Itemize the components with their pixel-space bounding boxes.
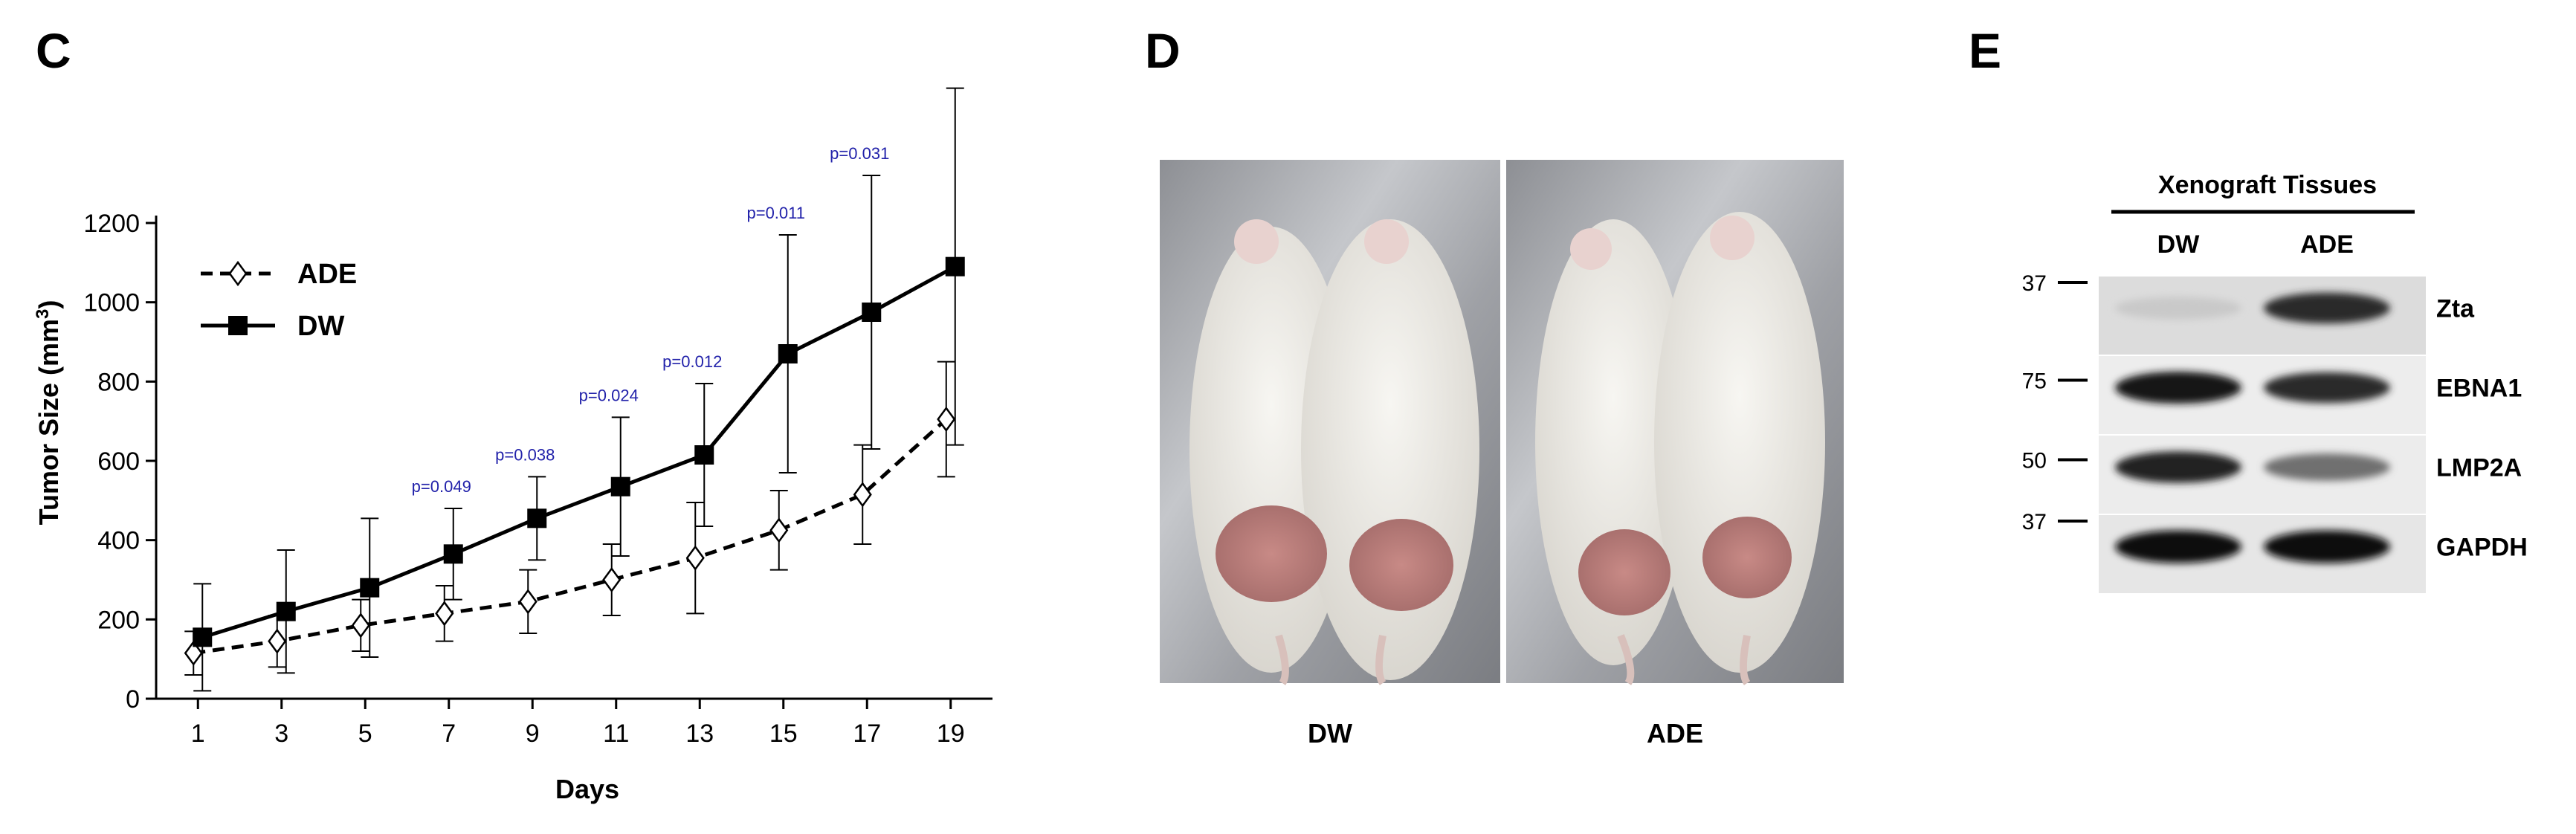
photo-label-dw: DW <box>1308 718 1352 749</box>
data-point <box>276 601 296 621</box>
p-value-label: p=0.049 <box>412 477 471 496</box>
western-blot: Xenograft Tissues DW ADE 37 Zta 75 EBNA1 50 L… <box>2022 171 2528 593</box>
protein-label: GAPDH <box>2436 534 2528 562</box>
blot-band <box>2264 292 2390 324</box>
y-tick-label: 0 <box>126 685 140 714</box>
data-point <box>518 589 538 615</box>
blot-band <box>2115 371 2241 404</box>
series-line <box>193 418 948 656</box>
x-tick-label: 7 <box>442 720 456 748</box>
tumor-dw-left <box>1216 505 1327 602</box>
x-tick-label: 11 <box>603 720 629 748</box>
x-tick-label: 3 <box>274 720 288 748</box>
data-point <box>853 482 872 508</box>
marker-label: 37 <box>2022 271 2047 296</box>
data-point <box>862 303 882 322</box>
x-tick-label: 1 <box>191 720 205 748</box>
data-point <box>937 406 956 433</box>
tumor-dw-right <box>1349 519 1453 611</box>
data-point <box>184 640 203 666</box>
panel-d-label: D <box>1145 23 1181 78</box>
data-point <box>694 445 714 465</box>
chart-annotations: p=0.049 p=0.038 p=0.024 p=0.012 p=0.011 p=0.0… <box>412 144 890 496</box>
p-value-label: p=0.011 <box>746 204 805 222</box>
data-point <box>945 256 965 277</box>
marker-label: 37 <box>2022 510 2047 534</box>
legend-label: DW <box>297 311 344 342</box>
y-axis-title: Tumor Size (mm3) <box>33 300 65 526</box>
series-line <box>201 265 956 639</box>
data-point <box>610 476 630 497</box>
mouse-photos: DW ADE <box>1160 160 1844 749</box>
y-tick-label: 1000 <box>83 289 140 317</box>
y-tick-label: 600 <box>97 447 140 476</box>
y-tick-label: 800 <box>97 368 140 396</box>
y-tick-label: 400 <box>97 527 140 555</box>
data-point <box>268 628 287 654</box>
blot-band <box>2264 372 2390 404</box>
blot-band <box>2115 451 2241 483</box>
data-point <box>351 612 370 639</box>
mouse-ade-right <box>1654 212 1825 673</box>
series-ade <box>184 361 956 676</box>
legend-label: ADE <box>297 259 357 290</box>
x-tick-label: 19 <box>937 720 965 748</box>
x-tick-label: 15 <box>769 720 798 748</box>
photo-dw <box>1160 160 1500 685</box>
chart-legend: ADE DW <box>201 259 357 342</box>
data-point <box>443 544 463 564</box>
marker-label: 50 <box>2022 449 2047 473</box>
p-value-label: p=0.031 <box>830 144 889 163</box>
blot-row-lmp2a: 50 LMP2A <box>2022 436 2522 514</box>
blot-band <box>2264 530 2390 563</box>
x-tick-label: 13 <box>685 720 714 748</box>
panel-e-label: E <box>1969 23 2002 78</box>
y-tick-label: 200 <box>97 606 140 634</box>
blot-row-zta: 37 Zta <box>2022 271 2475 355</box>
blot-band <box>2264 453 2390 481</box>
chart-series <box>184 87 965 692</box>
legend-marker <box>228 260 248 287</box>
data-point <box>193 627 213 647</box>
p-value-label: p=0.038 <box>495 445 555 464</box>
tumor-ade-right <box>1702 517 1792 598</box>
blot-band <box>2115 530 2241 563</box>
data-point <box>602 566 622 593</box>
blot-row-gapdh: 37 GAPDH <box>2022 510 2528 593</box>
panel-c-label: C <box>36 23 71 78</box>
blot-rows: 37 Zta 75 EBNA1 50 LMP2A 37 GAPDH <box>2022 271 2528 593</box>
data-point <box>527 508 547 528</box>
photo-label-ade: ADE <box>1647 718 1703 749</box>
marker-label: 75 <box>2022 369 2047 394</box>
data-point <box>685 545 705 571</box>
protein-label: Zta <box>2436 295 2475 323</box>
p-value-label: p=0.012 <box>662 352 722 371</box>
lane-label-ade: ADE <box>2300 230 2354 259</box>
mouse-dw-right <box>1301 219 1479 680</box>
p-value-label: p=0.024 <box>579 386 639 404</box>
data-point <box>435 601 454 627</box>
lane-label-dw: DW <box>2157 230 2201 259</box>
blot-band <box>2115 297 2241 320</box>
photo-ade <box>1506 160 1844 685</box>
series-dw <box>193 87 965 692</box>
blot-header: Xenograft Tissues <box>2158 171 2377 199</box>
y-tick-label: 1200 <box>83 210 140 238</box>
tumor-ade-left <box>1578 529 1670 615</box>
x-axis-title: Days <box>555 774 619 804</box>
x-tick-label: 9 <box>526 720 540 748</box>
data-point <box>769 517 789 543</box>
legend-marker <box>228 316 248 335</box>
blot-row-ebna1: 75 EBNA1 <box>2022 356 2522 434</box>
x-tick-label: 17 <box>853 720 881 748</box>
data-point <box>360 578 380 598</box>
protein-label: EBNA1 <box>2436 375 2522 403</box>
x-tick-label: 5 <box>358 720 372 748</box>
protein-label: LMP2A <box>2436 454 2522 482</box>
data-point <box>778 344 798 363</box>
